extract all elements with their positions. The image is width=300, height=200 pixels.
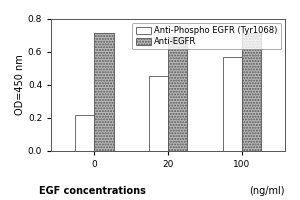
Bar xyxy=(75,115,94,151)
Bar xyxy=(149,76,168,151)
Y-axis label: OD=450 nm: OD=450 nm xyxy=(15,54,25,115)
Text: EGF concentrations: EGF concentrations xyxy=(39,186,146,196)
Text: (ng/ml): (ng/ml) xyxy=(250,186,285,196)
Bar xyxy=(242,33,261,151)
Bar xyxy=(94,33,113,151)
Bar xyxy=(223,57,242,151)
Legend: Anti-Phospho EGFR (Tyr1068), Anti-EGFR: Anti-Phospho EGFR (Tyr1068), Anti-EGFR xyxy=(133,23,281,49)
Bar xyxy=(168,37,187,151)
